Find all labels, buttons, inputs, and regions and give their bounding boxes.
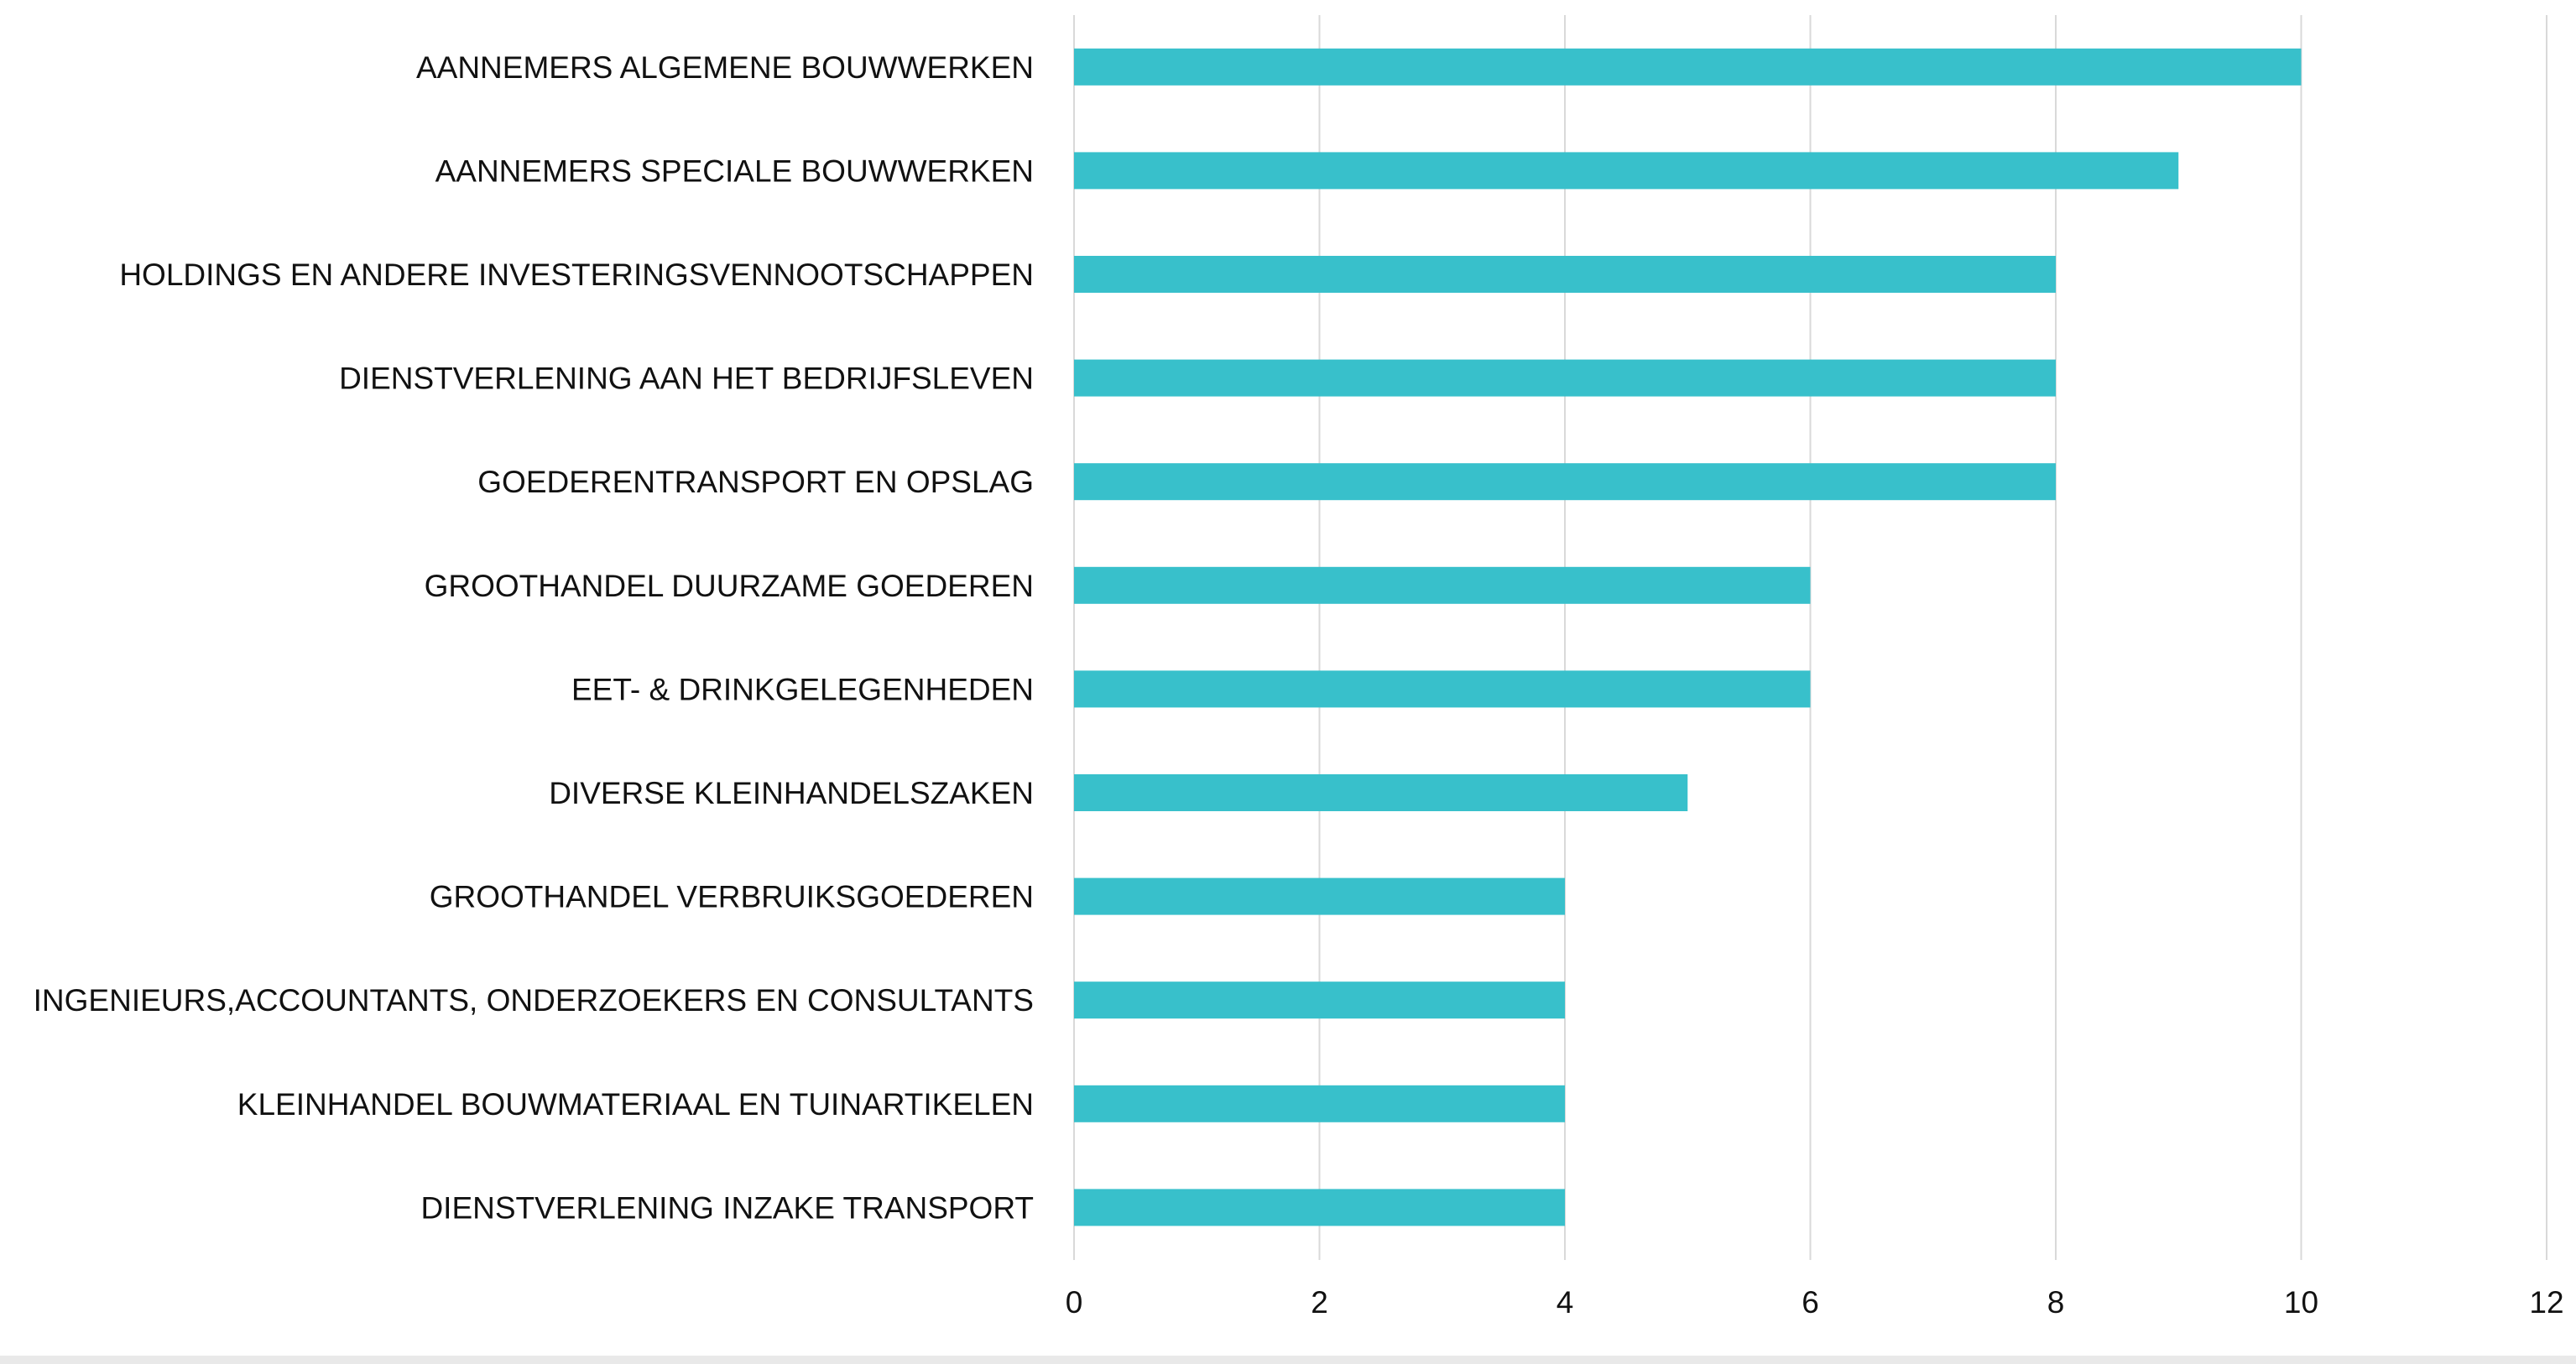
bar — [1074, 981, 1565, 1019]
bar — [1074, 1189, 1565, 1226]
category-label: GOEDERENTRANSPORT EN OPSLAG — [477, 465, 1034, 499]
bar — [1074, 1085, 1565, 1122]
category-label: DIENSTVERLENING INZAKE TRANSPORT — [420, 1190, 1034, 1225]
x-tick-label: 0 — [1066, 1285, 1083, 1320]
category-label: INGENIEURS,ACCOUNTANTS, ONDERZOEKERS EN … — [34, 983, 1034, 1018]
category-label: AANNEMERS ALGEMENE BOUWWERKEN — [416, 50, 1034, 85]
category-label: AANNEMERS SPECIALE BOUWWERKEN — [435, 154, 1034, 188]
category-label: DIENSTVERLENING AAN HET BEDRIJFSLEVEN — [339, 362, 1034, 396]
bar — [1074, 566, 1811, 604]
bar — [1074, 359, 2056, 397]
bar — [1074, 774, 1688, 811]
x-tick-label: 10 — [2284, 1285, 2318, 1320]
x-tick-label: 8 — [2047, 1285, 2065, 1320]
category-label: GROOTHANDEL VERBRUIKSGOEDEREN — [430, 880, 1034, 914]
x-axis-tick-labels: 0 2 4 6 8 10 12 — [1066, 1285, 2564, 1320]
grid-lines — [1073, 15, 2547, 1260]
category-label: KLEINHANDEL BOUWMATERIAAL EN TUINARTIKEL… — [237, 1087, 1034, 1122]
category-label: GROOTHANDEL DUURZAME GOEDEREN — [425, 569, 1034, 603]
bottom-divider — [0, 1356, 2576, 1364]
bar — [1074, 670, 1811, 708]
category-labels: AANNEMERS ALGEMENE BOUWWERKEN AANNEMERS S… — [34, 50, 1034, 1226]
x-tick-label: 12 — [2529, 1285, 2563, 1320]
bar — [1074, 877, 1565, 915]
category-label: DIVERSE KLEINHANDELSZAKEN — [549, 776, 1034, 810]
x-tick-label: 6 — [1802, 1285, 1819, 1320]
bar — [1074, 48, 2302, 86]
bar — [1074, 152, 2179, 190]
x-tick-label: 4 — [1557, 1285, 1574, 1320]
category-label: HOLDINGS EN ANDERE INVESTERINGSVENNOOTSC… — [119, 258, 1034, 292]
bar — [1074, 463, 2056, 501]
bars — [1074, 48, 2302, 1226]
bar — [1074, 256, 2056, 293]
x-tick-label: 2 — [1311, 1285, 1328, 1320]
category-label: EET- & DRINKGELEGENHEDEN — [571, 672, 1034, 706]
